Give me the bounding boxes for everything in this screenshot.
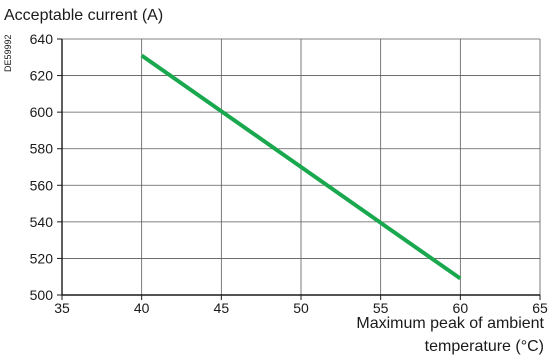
figure-code: DE59992: [3, 34, 13, 72]
x-tick-label: 45: [214, 300, 230, 316]
y-tick-label: 580: [30, 141, 54, 157]
y-tick-label: 620: [30, 68, 54, 84]
x-tick-label: 50: [293, 300, 309, 316]
y-tick-label: 560: [30, 177, 54, 193]
y-tick-label: 500: [30, 287, 54, 303]
y-axis-label: Acceptable current (A): [4, 7, 163, 24]
x-tick-labels: 35 40 45 50 55 60 65: [54, 300, 548, 316]
y-tick-label: 600: [30, 104, 54, 120]
x-axis-label-line-1: Maximum peak of ambient: [356, 315, 544, 332]
x-tick-label: 35: [54, 300, 70, 316]
x-tick-label: 60: [453, 300, 469, 316]
y-tick-labels: 500 520 540 560 580 600 620 640: [30, 31, 54, 303]
grid: [62, 38, 541, 295]
x-tick-label: 55: [373, 300, 389, 316]
y-tick-label: 520: [30, 250, 54, 266]
series-group: [140, 53, 462, 281]
x-axis-label-line-2: temperature (°C): [425, 338, 544, 355]
series-line: [140, 53, 462, 281]
axes: [57, 38, 541, 300]
x-tick-label: 65: [532, 300, 548, 316]
x-tick-label: 40: [134, 300, 150, 316]
y-tick-label: 540: [30, 214, 54, 230]
y-tick-label: 640: [30, 31, 54, 47]
